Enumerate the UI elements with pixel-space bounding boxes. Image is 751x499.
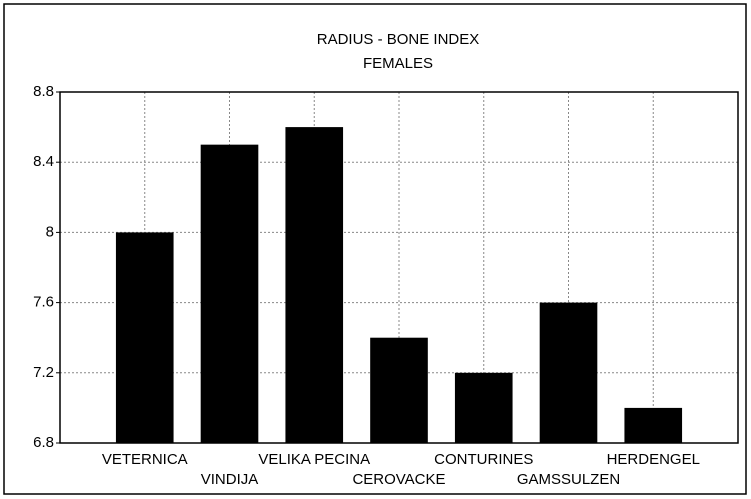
y-tick-label: 8 bbox=[46, 223, 54, 240]
bar bbox=[200, 144, 259, 443]
chart-subtitle: FEMALES bbox=[363, 55, 433, 72]
bar bbox=[454, 372, 513, 443]
y-tick-label: 7.6 bbox=[33, 294, 54, 311]
y-tick-label: 6.8 bbox=[33, 434, 54, 451]
x-tick-label: VINDIJA bbox=[201, 471, 259, 488]
frame bbox=[3, 3, 747, 495]
y-tick-label: 8.8 bbox=[33, 83, 54, 100]
y-tick-label: 8.4 bbox=[33, 153, 54, 170]
x-tick-label: HERDENGEL bbox=[607, 451, 700, 468]
bar bbox=[115, 232, 174, 443]
x-tick-label: CONTURINES bbox=[434, 451, 533, 468]
x-tick-label: VELIKA PECINA bbox=[258, 451, 370, 468]
bar bbox=[624, 407, 683, 443]
bar bbox=[539, 302, 598, 443]
x-tick-label: VETERNICA bbox=[102, 451, 188, 468]
y-tick-label: 7.2 bbox=[33, 364, 54, 381]
chart-title: RADIUS - BONE INDEX bbox=[317, 31, 480, 48]
bar bbox=[285, 127, 344, 443]
x-tick-label: CEROVACKE bbox=[352, 471, 445, 488]
x-tick-label: GAMSSULZEN bbox=[517, 471, 620, 488]
bar bbox=[370, 337, 428, 443]
